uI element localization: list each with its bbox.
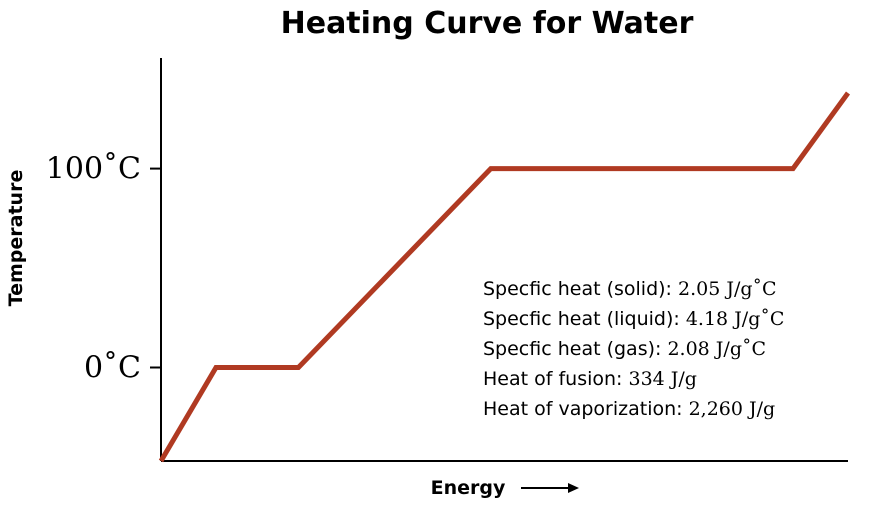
x-axis-arrow — [521, 483, 579, 493]
annotation-label: Heat of fusion: — [483, 368, 628, 390]
x-axis-label: Energy — [431, 477, 506, 499]
annotation-line: Heat of fusion: 334 J/g — [483, 368, 697, 390]
annotation-line: Heat of vaporization: 2,260 J/g — [483, 398, 775, 420]
annotation-line: Specfic heat (gas): 2.08 J/g˚C — [483, 338, 766, 360]
annotation-value: 2,260 J/g — [689, 398, 776, 420]
y-ticks: 100˚C 0˚C — [46, 152, 161, 386]
annotation-label: Specfic heat (liquid): — [483, 308, 686, 330]
annotation-label: Specfic heat (gas): — [483, 338, 667, 360]
annotation-value: 334 J/g — [628, 368, 697, 390]
y-tick-label: 100˚C — [46, 152, 141, 187]
chart-title: Heating Curve for Water — [281, 6, 694, 41]
annotation-value: 2.08 J/g˚C — [667, 338, 766, 360]
annotation-label: Specfic heat (solid): — [483, 278, 678, 300]
annotation-value: 2.05 J/g˚C — [678, 278, 777, 300]
annotation-value: 4.18 J/g˚C — [686, 308, 785, 330]
heating-curve-line — [158, 91, 851, 463]
annotation-line: Specfic heat (solid): 2.05 J/g˚C — [483, 278, 777, 300]
y-axis-label: Temperature — [5, 170, 27, 307]
annotation-label: Heat of vaporization: — [483, 398, 689, 420]
y-tick-label: 0˚C — [84, 351, 141, 386]
annotation-box: Specfic heat (solid): 2.05 J/g˚CSpecfic … — [483, 278, 784, 420]
annotation-line: Specfic heat (liquid): 4.18 J/g˚C — [483, 308, 784, 330]
